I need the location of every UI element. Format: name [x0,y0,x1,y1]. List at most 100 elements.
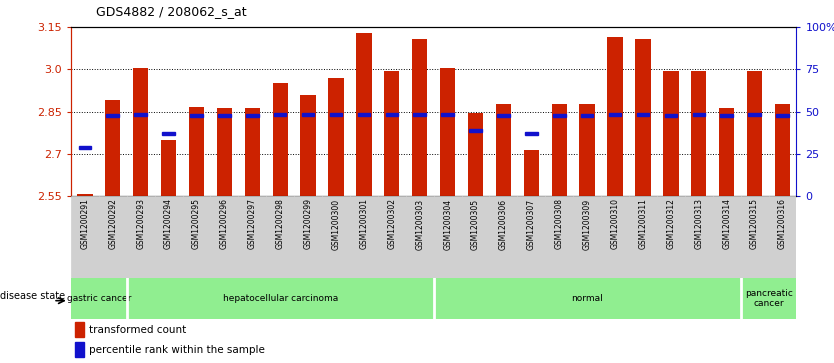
Bar [71,196,98,278]
Bar [524,150,539,196]
Bar [741,196,769,278]
Text: GDS4882 / 208062_s_at: GDS4882 / 208062_s_at [96,5,247,18]
Text: GSM1200307: GSM1200307 [527,199,536,250]
Bar [748,113,761,116]
Bar [350,196,378,278]
Bar [609,113,621,116]
Bar [384,72,399,196]
Bar [665,114,677,117]
Bar [294,196,322,278]
Bar [246,114,259,117]
Text: GSM1200304: GSM1200304 [443,199,452,250]
Bar [713,196,741,278]
Bar [300,95,316,196]
Bar [495,104,511,196]
Bar [775,104,790,196]
Bar [629,196,657,278]
Bar [440,68,455,196]
Text: GSM1200310: GSM1200310 [610,199,620,249]
Bar [105,99,120,196]
Bar [685,196,713,278]
Text: GSM1200315: GSM1200315 [750,199,759,249]
Text: GSM1200311: GSM1200311 [639,199,647,249]
Bar [274,113,286,116]
Bar [580,104,595,196]
Bar [741,278,796,319]
Bar [434,278,741,319]
Bar [692,113,705,116]
Text: pancreatic
cancer: pancreatic cancer [745,289,792,308]
Text: GSM1200306: GSM1200306 [499,199,508,250]
Bar [74,342,83,357]
Text: GSM1200314: GSM1200314 [722,199,731,249]
Text: GSM1200298: GSM1200298 [276,199,284,249]
Bar [210,196,239,278]
Bar [188,107,204,196]
Text: GSM1200316: GSM1200316 [778,199,787,249]
Bar [636,113,649,116]
Bar [239,196,266,278]
Bar [434,196,461,278]
Text: GSM1200294: GSM1200294 [164,199,173,249]
Text: GSM1200292: GSM1200292 [108,199,118,249]
Bar [273,83,288,196]
Text: gastric cancer: gastric cancer [67,294,131,303]
Text: GSM1200309: GSM1200309 [583,199,591,250]
Bar [154,196,183,278]
Text: GSM1200313: GSM1200313 [694,199,703,249]
Bar [657,196,685,278]
Bar [219,114,231,117]
Bar [74,322,83,338]
Text: hepatocellular carcinoma: hepatocellular carcinoma [223,294,338,303]
Bar [581,114,594,117]
Bar [412,39,427,196]
Bar [545,196,573,278]
Bar [461,196,490,278]
Bar [302,113,314,116]
Bar [244,108,260,196]
Bar [607,37,623,196]
Bar [133,68,148,196]
Bar [468,113,483,196]
Text: GSM1200301: GSM1200301 [359,199,369,249]
Bar [663,72,679,196]
Bar [78,194,93,196]
Bar [470,129,482,132]
Bar [71,278,127,319]
Text: disease state: disease state [0,291,65,302]
Bar [490,196,517,278]
Bar [573,196,601,278]
Text: GSM1200295: GSM1200295 [192,199,201,249]
Bar [163,132,175,135]
Bar [329,78,344,196]
Bar [378,196,406,278]
Bar [266,196,294,278]
Bar [127,278,434,319]
Bar [769,196,796,278]
Bar [107,114,119,117]
Text: GSM1200308: GSM1200308 [555,199,564,249]
Bar [406,196,434,278]
Bar [190,114,203,117]
Bar [161,140,176,196]
Text: GSM1200303: GSM1200303 [415,199,425,250]
Text: GSM1200296: GSM1200296 [220,199,229,249]
Bar [78,146,91,149]
Bar [517,196,545,278]
Bar [329,113,342,116]
Bar [719,108,735,196]
Bar [497,114,510,117]
Text: GSM1200305: GSM1200305 [471,199,480,250]
Bar [551,104,567,196]
Text: GSM1200300: GSM1200300 [331,199,340,250]
Text: GSM1200299: GSM1200299 [304,199,313,249]
Bar [601,196,629,278]
Text: GSM1200312: GSM1200312 [666,199,676,249]
Bar [553,114,565,117]
Text: GSM1200297: GSM1200297 [248,199,257,249]
Bar [183,196,210,278]
Text: GSM1200302: GSM1200302 [387,199,396,249]
Bar [127,196,154,278]
Text: GSM1200293: GSM1200293 [136,199,145,249]
Bar [721,114,733,117]
